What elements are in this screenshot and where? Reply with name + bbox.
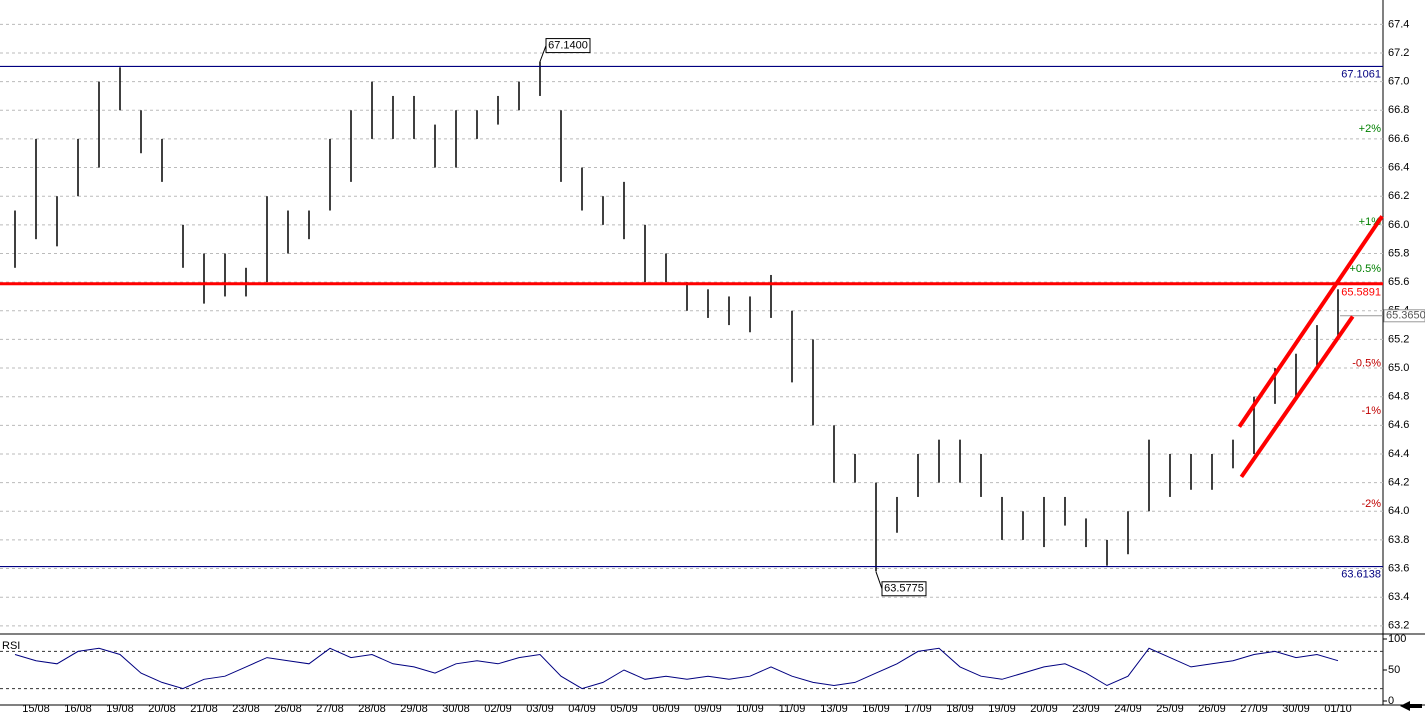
y-tick-label: 63.2	[1388, 620, 1409, 632]
channel-line	[1239, 315, 1355, 479]
annotation-leader	[875, 571, 883, 589]
x-tick-label: 06/09	[652, 703, 680, 713]
x-tick-label: 16/08	[64, 703, 92, 713]
y-tick-label: 63.6	[1388, 562, 1409, 574]
channel-line	[1237, 215, 1384, 428]
y-tick-label: 67.4	[1388, 18, 1409, 30]
level-label: 65.5891	[1341, 287, 1381, 299]
rsi-line	[14, 647, 1339, 690]
y-tick-label: 67.2	[1388, 47, 1409, 59]
x-tick-label: 11/09	[779, 703, 806, 713]
x-tick-label: 18/09	[946, 703, 974, 713]
y-tick-label: 64.2	[1388, 477, 1409, 489]
y-tick-label: 66.2	[1388, 190, 1409, 202]
annotation-label: 63.5775	[884, 583, 924, 595]
x-tick-label: 30/09	[1282, 703, 1310, 713]
x-tick-label: 19/08	[106, 703, 134, 713]
y-tick-label: 64.0	[1388, 505, 1409, 517]
y-tick-label: 65.6	[1388, 276, 1409, 288]
annotation-box	[545, 38, 591, 54]
x-tick-label: 19/09	[988, 703, 1016, 713]
y-tick-label: 65.2	[1388, 333, 1409, 345]
x-tick-label: 05/09	[610, 703, 638, 713]
y-tick-label: 63.4	[1388, 591, 1409, 603]
y-tick-label: 0	[1388, 695, 1394, 707]
x-tick-label: 17/09	[904, 703, 932, 713]
level-label: 67.1061	[1341, 68, 1381, 80]
x-tick-label: 13/09	[820, 703, 848, 713]
scroll-arrow[interactable]	[1400, 701, 1422, 711]
x-tick-label: 26/08	[274, 703, 302, 713]
x-tick-label: 28/08	[358, 703, 386, 713]
percent-label: +2%	[1359, 123, 1382, 135]
annotation-label: 67.1400	[548, 39, 588, 51]
annotation-box	[881, 581, 927, 597]
x-tick-label: 23/08	[232, 703, 260, 713]
x-tick-label: 23/09	[1072, 703, 1100, 713]
x-tick-label: 24/09	[1114, 703, 1142, 713]
x-tick-label: 02/09	[484, 703, 512, 713]
percent-label: +0.5%	[1350, 263, 1382, 275]
y-tick-label: 66.6	[1388, 133, 1409, 145]
x-tick-label: 04/09	[568, 703, 596, 713]
x-tick-label: 26/09	[1198, 703, 1226, 713]
x-tick-label: 27/09	[1240, 703, 1268, 713]
y-tick-label: 100	[1388, 633, 1406, 645]
rsi-label: RSI	[2, 640, 20, 652]
x-tick-label: 29/08	[400, 703, 428, 713]
percent-label: -0.5%	[1352, 358, 1381, 370]
x-tick-label: 21/08	[190, 703, 218, 713]
y-tick-label: 64.8	[1388, 391, 1409, 403]
x-tick-label: 20/09	[1030, 703, 1058, 713]
annotation-leader	[539, 45, 547, 62]
x-tick-label: 01/10	[1324, 703, 1352, 713]
x-tick-label: 16/09	[862, 703, 890, 713]
x-tick-label: 20/08	[148, 703, 176, 713]
x-tick-label: 15/08	[22, 703, 50, 713]
y-tick-label: 66.0	[1388, 219, 1409, 231]
x-tick-label: 27/08	[316, 703, 344, 713]
y-tick-label: 65.0	[1388, 362, 1409, 374]
y-tick-label: 64.6	[1388, 419, 1409, 431]
y-tick-label: 64.4	[1388, 448, 1409, 460]
level-label: 63.6138	[1341, 568, 1381, 580]
last-price-label: 65.3650	[1386, 310, 1425, 322]
last-price-box	[1383, 309, 1425, 323]
y-tick-label: 63.8	[1388, 534, 1409, 546]
x-tick-label: 25/09	[1156, 703, 1184, 713]
percent-label: -2%	[1361, 498, 1381, 510]
x-tick-label: 09/09	[694, 703, 722, 713]
percent-label: -1%	[1361, 405, 1381, 417]
x-tick-label: 03/09	[526, 703, 554, 713]
y-tick-label: 66.8	[1388, 104, 1409, 116]
x-tick-label: 10/09	[736, 703, 764, 713]
x-tick-label: 30/08	[442, 703, 470, 713]
y-tick-label: 65.8	[1388, 247, 1409, 259]
y-tick-label: 67.0	[1388, 76, 1409, 88]
y-tick-label: 66.4	[1388, 161, 1409, 173]
y-tick-label: 50	[1388, 664, 1400, 676]
